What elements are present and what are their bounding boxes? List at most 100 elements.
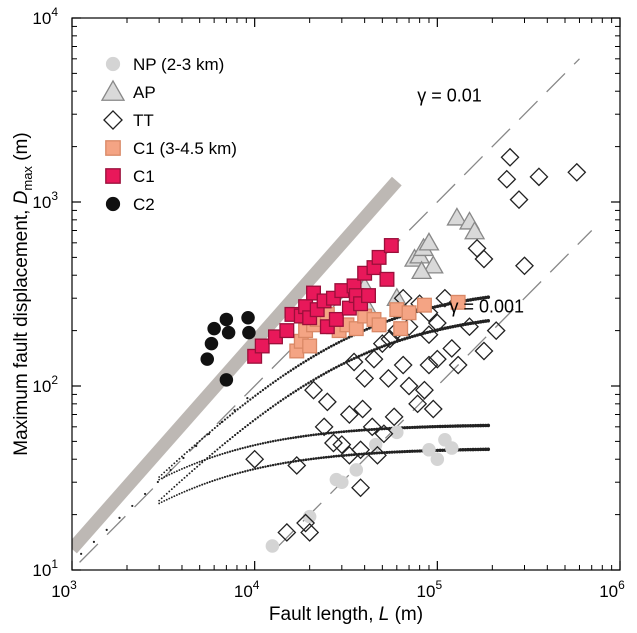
curve-dot (281, 462, 285, 465)
curve-dot (196, 465, 199, 468)
curve-dot (319, 456, 323, 460)
data-point (419, 325, 439, 345)
curve-dot (287, 437, 290, 440)
curve-dot (195, 444, 198, 448)
curve-dot (324, 455, 328, 459)
curve-dot (228, 450, 232, 453)
curve-dot (380, 345, 384, 349)
curve-dot (178, 481, 181, 484)
curve-dot (163, 495, 166, 497)
curve-dot (236, 431, 239, 435)
data-point (384, 407, 404, 427)
data-point (414, 380, 434, 400)
data-point (328, 311, 344, 327)
data-point (401, 305, 417, 321)
curve-dot (158, 476, 161, 478)
legend-marker (105, 168, 121, 184)
curve-dot (239, 429, 242, 433)
curve-dot (180, 455, 183, 458)
legend-label: NP (2-3 km) (133, 55, 224, 74)
curve-dot (418, 449, 422, 453)
curve-dot (483, 447, 488, 452)
curve-dot (236, 408, 239, 411)
legend-marker (105, 140, 121, 156)
curve-dot (443, 424, 447, 429)
curve-dot (302, 384, 305, 388)
curve-dot (193, 486, 196, 489)
curve-dot (428, 330, 432, 334)
curve-dot (309, 457, 313, 461)
data-point (355, 368, 375, 388)
data-point (200, 352, 214, 366)
curve-dot (213, 479, 216, 482)
curve-dot (466, 447, 470, 452)
curve-dot (476, 423, 480, 428)
curve-dot (279, 438, 282, 442)
x-tick-exponent: 4 (253, 578, 260, 592)
curve-dot (438, 304, 442, 308)
curve-dot (377, 451, 381, 455)
data-point (362, 417, 382, 437)
curve-dot (231, 473, 234, 476)
curve-dot (448, 325, 452, 329)
data-point (302, 509, 317, 524)
curve-dot (216, 478, 219, 481)
curve-dot (319, 374, 323, 377)
data-point (427, 313, 447, 333)
curve-dot (357, 428, 361, 432)
curve-dot (274, 463, 277, 466)
curve-dot (365, 351, 369, 355)
curve-dot (360, 452, 364, 456)
curve-dot (478, 423, 483, 428)
data-point (371, 317, 387, 333)
data-point (474, 341, 494, 361)
curve-dot (458, 448, 463, 452)
data-point (486, 321, 506, 341)
curve-dot (208, 457, 211, 460)
data-point (361, 288, 377, 304)
data-point (372, 334, 392, 354)
curve-dot (178, 469, 181, 471)
y-tick-exponent: 1 (51, 557, 58, 571)
curve-dot (228, 438, 232, 441)
curve-dot (201, 437, 204, 440)
data-point (265, 539, 280, 553)
curve-dot (317, 432, 320, 436)
curve-dot (198, 463, 201, 466)
legend-marker (100, 79, 126, 101)
curve-dot (218, 422, 221, 425)
curve-dot (471, 447, 475, 452)
y-tick-base: 10 (32, 9, 51, 28)
x-tick-exponent: 5 (435, 578, 442, 592)
legend-label: C1 (3-4.5 km) (133, 139, 237, 158)
curve-dot (186, 489, 188, 492)
curve-dot (244, 425, 247, 429)
curve-dot (186, 451, 188, 453)
curve-dot (254, 443, 257, 447)
curve-dot (347, 359, 351, 363)
curve-dot (395, 450, 399, 454)
curve-dot (213, 455, 216, 458)
curve-dot (486, 423, 491, 428)
curve-dot (180, 479, 183, 482)
data-point (435, 288, 455, 308)
x-axis-title-unit: (m) (389, 604, 423, 625)
legend-label: C1 (133, 167, 155, 186)
data-point (241, 310, 255, 325)
curve-dot (347, 453, 351, 457)
curve-dot (435, 424, 440, 429)
curve-dot (266, 441, 270, 444)
curve-dot (281, 374, 285, 377)
curve-dot (340, 339, 343, 343)
curve-dot (334, 430, 338, 434)
data-point (296, 513, 316, 533)
data-point (430, 452, 445, 466)
curve-dot (324, 347, 328, 351)
curve-dot (428, 425, 432, 429)
data-point (349, 463, 364, 477)
curve-dot (261, 465, 265, 469)
curve-dot (201, 461, 204, 464)
curve-dot (191, 487, 194, 490)
curve-dot (403, 450, 407, 454)
